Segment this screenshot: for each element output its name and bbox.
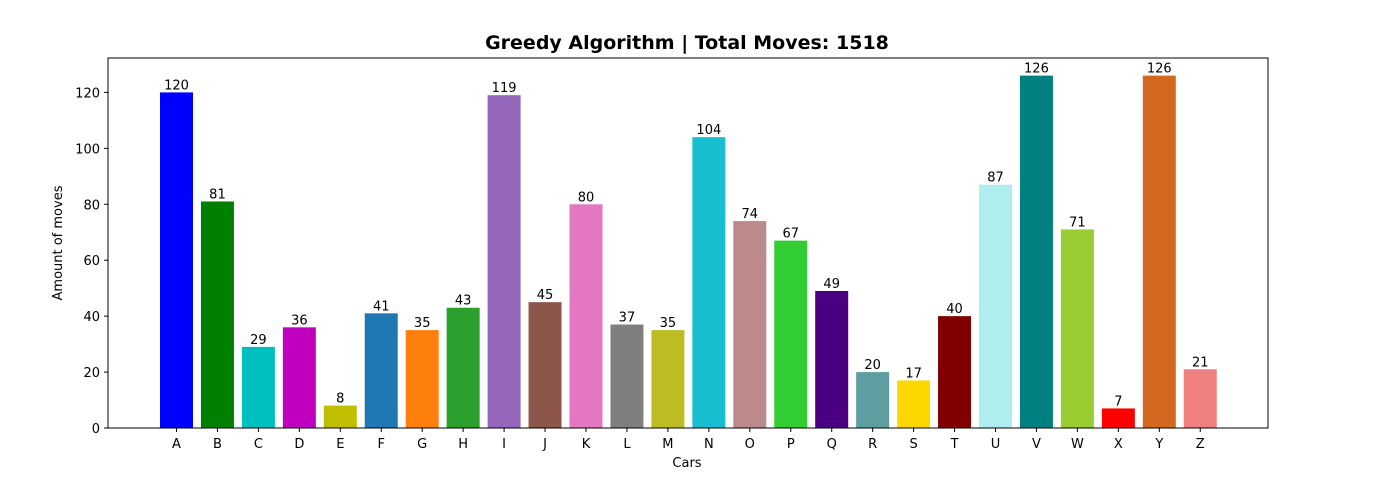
y-tick-label-80: 80 — [83, 198, 100, 213]
bar-Z — [1183, 369, 1217, 428]
value-label-T: 40 — [946, 302, 963, 317]
bar-X — [1101, 408, 1135, 428]
bar-P — [774, 240, 808, 428]
y-tick-label-120: 120 — [75, 86, 100, 101]
value-label-F: 41 — [373, 299, 390, 314]
x-tick-label-E: E — [336, 437, 344, 452]
x-tick-label-K: K — [582, 437, 591, 452]
y-axis: 0 20 40 60 80 100 120 — [75, 86, 108, 437]
bar-I — [487, 95, 521, 428]
bar-O — [733, 221, 767, 428]
value-label-O: 74 — [742, 207, 759, 222]
bar-W — [1060, 229, 1094, 428]
value-label-R: 20 — [864, 358, 881, 373]
x-axis: A B C D E F G H I J K L M N O P Q R S T U V W X Y Z — [172, 428, 1205, 452]
value-label-K: 80 — [578, 190, 595, 205]
x-tick-label-D: D — [294, 437, 304, 452]
x-tick-label-V: V — [1032, 437, 1041, 452]
x-tick-label-G: G — [417, 437, 427, 452]
bar-K — [569, 204, 603, 428]
value-label-N: 104 — [696, 123, 721, 138]
value-label-H: 43 — [455, 294, 472, 309]
value-label-B: 81 — [209, 187, 226, 202]
bar-R — [856, 372, 890, 428]
value-label-W: 71 — [1069, 215, 1086, 230]
y-tick-label-20: 20 — [83, 366, 100, 381]
value-label-E: 8 — [336, 392, 344, 407]
bar-N — [692, 137, 726, 428]
bar-Q — [815, 290, 849, 428]
x-tick-label-X: X — [1114, 437, 1123, 452]
bar-Y — [1142, 75, 1176, 428]
x-tick-label-R: R — [868, 437, 877, 452]
value-label-Z: 21 — [1192, 355, 1209, 370]
bar-D — [282, 327, 316, 428]
chart-title: Greedy Algorithm | Total Moves: 1518 — [485, 32, 889, 54]
x-tick-label-H: H — [458, 437, 468, 452]
value-label-D: 36 — [291, 313, 308, 328]
bar-H — [446, 307, 480, 428]
x-tick-label-A: A — [172, 437, 181, 452]
x-tick-label-W: W — [1071, 437, 1084, 452]
bar-M — [651, 330, 685, 428]
x-tick-label-P: P — [787, 437, 795, 452]
bars-group — [160, 75, 1217, 428]
x-tick-label-M: M — [662, 437, 673, 452]
y-tick-label-40: 40 — [83, 310, 100, 325]
value-label-P: 67 — [782, 227, 799, 242]
value-label-S: 17 — [905, 366, 922, 381]
value-label-I: 119 — [492, 81, 517, 96]
bar-B — [200, 201, 234, 428]
x-axis-label: Cars — [672, 456, 701, 471]
plot-frame — [107, 57, 1269, 429]
x-tick-label-N: N — [704, 437, 714, 452]
value-label-Q: 49 — [823, 277, 840, 292]
value-label-Y: 126 — [1147, 62, 1172, 77]
x-tick-label-B: B — [213, 437, 222, 452]
value-label-M: 35 — [660, 316, 677, 331]
value-label-V: 126 — [1024, 62, 1049, 77]
bar-T — [938, 316, 972, 428]
x-tick-label-T: T — [950, 437, 959, 452]
x-tick-label-F: F — [378, 437, 385, 452]
y-tick-label-60: 60 — [83, 254, 100, 269]
value-label-J: 45 — [537, 288, 554, 303]
y-axis-label: Amount of moves — [51, 185, 66, 300]
bar-S — [897, 380, 931, 428]
bar-U — [979, 184, 1012, 428]
x-tick-label-Q: Q — [827, 437, 837, 452]
value-label-A: 120 — [164, 78, 189, 93]
value-label-X: 7 — [1114, 394, 1122, 409]
bar-J — [528, 302, 562, 428]
bar-G — [405, 330, 439, 428]
x-tick-label-L: L — [623, 437, 631, 452]
x-tick-label-O: O — [745, 437, 755, 452]
value-label-L: 37 — [619, 311, 636, 326]
value-label-C: 29 — [250, 333, 267, 348]
bar-C — [241, 346, 275, 428]
x-tick-label-Z: Z — [1196, 437, 1205, 452]
x-tick-label-U: U — [991, 437, 1001, 452]
bar-E — [323, 405, 357, 428]
x-tick-label-C: C — [254, 437, 263, 452]
bar-A — [160, 92, 193, 428]
x-tick-label-S: S — [909, 437, 917, 452]
x-tick-label-J: J — [542, 437, 547, 452]
y-tick-label-100: 100 — [75, 142, 100, 157]
value-label-U: 87 — [987, 171, 1004, 186]
bar-V — [1019, 75, 1053, 428]
bar-L — [610, 324, 644, 428]
value-labels-group: 120 81 29 36 8 41 35 43 119 45 80 37 35 104 74 67 49 20 17… — [164, 62, 1208, 410]
x-tick-label-I: I — [502, 437, 506, 452]
y-tick-label-0: 0 — [92, 422, 100, 437]
x-tick-label-Y: Y — [1154, 437, 1163, 452]
bar-F — [364, 313, 398, 428]
value-label-G: 35 — [414, 316, 431, 331]
